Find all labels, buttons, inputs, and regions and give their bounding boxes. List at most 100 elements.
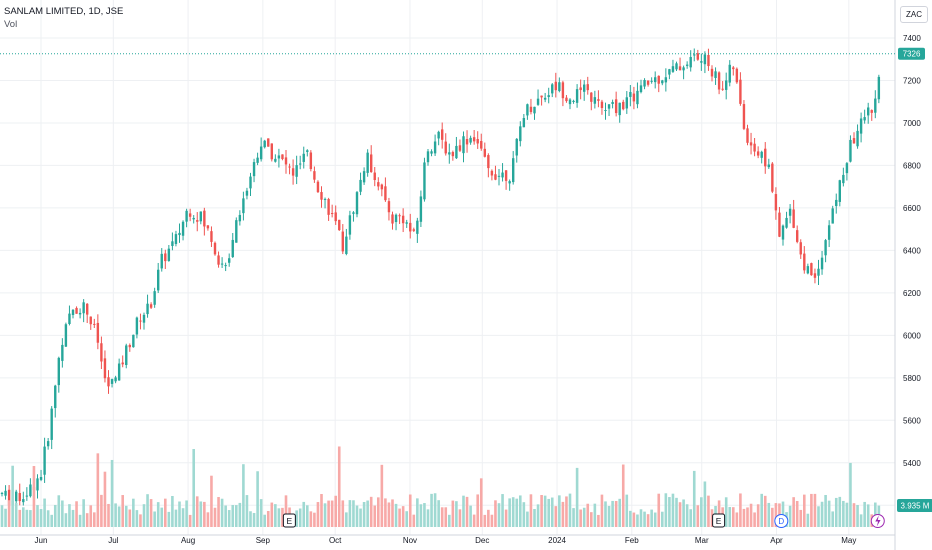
volume-bar [834, 497, 838, 527]
candle-body [586, 84, 589, 91]
volume-bar [313, 512, 316, 527]
candle-body [160, 253, 163, 269]
volume-bar [597, 514, 600, 527]
volume-bar [728, 507, 732, 527]
volume-bar [210, 475, 213, 527]
candle-body [639, 85, 643, 93]
candle-body [728, 64, 731, 83]
volume-bar [220, 498, 224, 527]
time-tick-label: Jul [108, 536, 118, 545]
candle-body [345, 236, 348, 254]
volume-bar [852, 503, 856, 527]
price-tick-label: 5400 [903, 459, 921, 468]
volume-bar [181, 508, 185, 527]
volume-bar [18, 509, 22, 527]
volume-bar [22, 507, 25, 527]
lightning-icon-glyph [875, 515, 881, 527]
candle-body [458, 145, 462, 151]
volume-bar [366, 500, 369, 527]
candle-body [504, 170, 508, 181]
candle-body [760, 151, 763, 158]
volume-bar [401, 506, 405, 527]
candle-body [224, 265, 227, 267]
volume-bar [11, 465, 14, 527]
volume-bar [543, 495, 547, 527]
volume-bar [295, 510, 298, 527]
volume-bar [114, 503, 117, 527]
volume-bar [465, 496, 469, 527]
currency-button[interactable]: ZAC [900, 6, 928, 23]
candle-body [281, 154, 284, 160]
candle-body [22, 499, 25, 503]
volume-bar [504, 509, 508, 527]
volume-bar [259, 499, 263, 527]
volume-bar [100, 494, 103, 527]
candle-body [423, 162, 426, 200]
candle-body [725, 80, 728, 90]
volume-bar [838, 496, 842, 527]
candle-body [238, 214, 242, 222]
candle-body [675, 63, 678, 70]
volume-bar [281, 507, 284, 527]
volume-bar [327, 500, 330, 527]
volume-bar [448, 514, 451, 527]
volume-bar [554, 506, 558, 527]
candle-body [600, 101, 604, 109]
candle-body [433, 141, 437, 154]
volume-bar [405, 511, 408, 527]
volume-bar [831, 511, 834, 527]
candle-body [778, 212, 781, 237]
volume-bar [636, 514, 639, 527]
candle-body [870, 110, 873, 113]
volume-bar [767, 502, 771, 527]
candle-body [444, 141, 447, 154]
candle-body [710, 68, 714, 77]
candle-body [4, 490, 7, 496]
volume-bar [206, 512, 210, 527]
candle-body [558, 82, 561, 92]
volume-bar [707, 495, 710, 527]
volume-bar [455, 501, 458, 527]
candle-body [497, 175, 501, 177]
candle-body [607, 104, 611, 109]
candle-body [174, 234, 178, 244]
candle-body [387, 201, 391, 213]
volume-bar [618, 498, 621, 527]
volume-bar [64, 513, 68, 527]
candle-body [657, 75, 660, 84]
volume-bar [590, 512, 593, 527]
volume-bar [178, 501, 181, 527]
volume-bar [572, 508, 575, 527]
candle-body [185, 210, 188, 222]
volume-bar [156, 502, 160, 527]
time-tick-label: Feb [625, 536, 639, 545]
volume-bar [355, 505, 359, 527]
candle-body [632, 93, 636, 102]
candle-body [206, 225, 210, 229]
volume-bar [298, 508, 302, 527]
volume-bar [732, 507, 735, 527]
candle-body [845, 163, 849, 174]
candle-body [78, 312, 82, 315]
price-tick-label: 7400 [903, 34, 921, 43]
volume-bar [135, 510, 139, 527]
candle-body [125, 345, 128, 365]
volume-bar [426, 509, 430, 527]
volume-bar [586, 503, 590, 527]
candle-body [86, 303, 89, 315]
time-tick-label: 2024 [548, 536, 566, 545]
candle-body [575, 89, 579, 103]
candle-body [593, 97, 597, 104]
volume-bar [4, 508, 7, 527]
time-tick-label: Jun [35, 536, 48, 545]
volume-bar [32, 466, 36, 527]
candle-body [157, 269, 160, 291]
candle-body [838, 180, 841, 202]
volume-bar [508, 498, 511, 527]
price-tick-label: 6400 [903, 246, 921, 255]
volume-bar [377, 497, 380, 527]
candle-body [824, 240, 827, 256]
candle-body [341, 231, 344, 252]
candle-body [430, 151, 433, 154]
